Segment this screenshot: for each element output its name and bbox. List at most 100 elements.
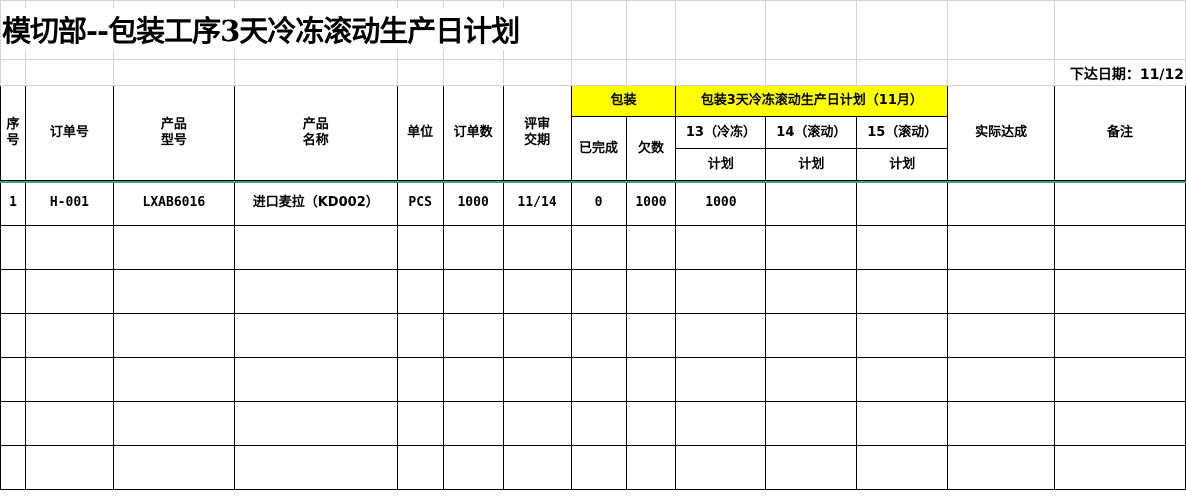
data-cell[interactable] xyxy=(856,313,949,358)
cell[interactable] xyxy=(24,59,114,86)
data-cell[interactable] xyxy=(765,401,858,446)
header-plan[interactable]: 计划 xyxy=(856,148,949,181)
data-cell[interactable] xyxy=(675,269,767,314)
data-cell[interactable]: 进口麦拉（KD002） xyxy=(233,180,398,226)
data-cell[interactable] xyxy=(570,269,627,314)
data-cell[interactable] xyxy=(856,445,949,490)
data-cell[interactable] xyxy=(24,445,114,490)
data-cell[interactable] xyxy=(947,269,1056,314)
cell[interactable] xyxy=(502,59,572,86)
data-cell[interactable] xyxy=(1054,313,1186,358)
data-cell[interactable] xyxy=(1054,357,1186,402)
cell[interactable] xyxy=(112,59,235,86)
data-cell[interactable]: 0 xyxy=(570,180,627,226)
data-cell[interactable] xyxy=(442,401,504,446)
data-cell[interactable] xyxy=(502,225,572,270)
data-cell[interactable] xyxy=(1054,401,1186,446)
data-cell[interactable] xyxy=(856,401,949,446)
data-cell[interactable] xyxy=(765,225,858,270)
data-cell[interactable] xyxy=(0,269,26,314)
data-cell[interactable] xyxy=(1054,225,1186,270)
data-cell[interactable] xyxy=(502,313,572,358)
data-cell[interactable] xyxy=(947,357,1056,402)
data-cell[interactable] xyxy=(442,269,504,314)
data-cell[interactable] xyxy=(570,445,627,490)
data-cell[interactable] xyxy=(396,313,444,358)
data-cell[interactable] xyxy=(0,225,26,270)
header-unit[interactable]: 单位 xyxy=(396,85,444,181)
data-cell[interactable] xyxy=(570,225,627,270)
data-cell[interactable] xyxy=(765,269,858,314)
data-cell[interactable] xyxy=(502,401,572,446)
data-cell[interactable] xyxy=(396,445,444,490)
data-cell[interactable] xyxy=(442,357,504,402)
data-cell[interactable] xyxy=(625,401,677,446)
data-cell[interactable] xyxy=(675,357,767,402)
data-cell[interactable] xyxy=(765,445,858,490)
cell[interactable] xyxy=(570,0,627,60)
data-cell[interactable] xyxy=(442,313,504,358)
data-cell[interactable] xyxy=(0,401,26,446)
header-actual[interactable]: 实际达成 xyxy=(947,85,1056,181)
data-cell[interactable] xyxy=(675,401,767,446)
cell[interactable] xyxy=(570,59,627,86)
header-plan[interactable]: 计划 xyxy=(765,148,858,181)
cell[interactable] xyxy=(0,59,26,86)
data-cell[interactable] xyxy=(396,225,444,270)
cell[interactable] xyxy=(442,59,504,86)
data-cell[interactable] xyxy=(112,269,235,314)
data-cell[interactable] xyxy=(502,357,572,402)
data-cell[interactable] xyxy=(24,401,114,446)
cell[interactable] xyxy=(856,0,949,60)
header-done[interactable]: 已完成 xyxy=(570,116,627,181)
data-cell[interactable] xyxy=(856,269,949,314)
data-cell[interactable] xyxy=(233,269,398,314)
header-qty[interactable]: 订单数 xyxy=(442,85,504,181)
data-cell[interactable] xyxy=(112,357,235,402)
cell[interactable] xyxy=(625,59,677,86)
header-order-no[interactable]: 订单号 xyxy=(24,85,114,181)
header-day15[interactable]: 15（滚动） xyxy=(856,116,949,149)
data-cell[interactable] xyxy=(396,401,444,446)
data-cell[interactable] xyxy=(947,313,1056,358)
header-seq[interactable]: 序 号 xyxy=(0,85,26,181)
data-cell[interactable] xyxy=(396,357,444,402)
header-day14[interactable]: 14（滚动） xyxy=(765,116,858,149)
cell[interactable] xyxy=(765,0,858,60)
data-cell[interactable] xyxy=(502,269,572,314)
data-cell[interactable] xyxy=(947,401,1056,446)
data-cell[interactable] xyxy=(24,225,114,270)
data-cell[interactable] xyxy=(856,357,949,402)
header-day13[interactable]: 13（冷冻） xyxy=(675,116,767,149)
header-plan[interactable]: 计划 xyxy=(675,148,767,181)
header-owed[interactable]: 欠数 xyxy=(625,116,677,181)
data-cell[interactable] xyxy=(765,357,858,402)
data-cell[interactable] xyxy=(625,445,677,490)
data-cell[interactable]: 1 xyxy=(0,180,26,226)
data-cell[interactable] xyxy=(675,445,767,490)
data-cell[interactable] xyxy=(947,445,1056,490)
data-cell[interactable] xyxy=(442,225,504,270)
data-cell[interactable] xyxy=(396,269,444,314)
header-model[interactable]: 产品 型号 xyxy=(112,85,235,181)
header-name[interactable]: 产品 名称 xyxy=(233,85,398,181)
data-cell[interactable] xyxy=(233,357,398,402)
data-cell[interactable] xyxy=(502,445,572,490)
data-cell[interactable] xyxy=(570,313,627,358)
data-cell[interactable] xyxy=(675,313,767,358)
data-cell[interactable] xyxy=(0,445,26,490)
data-cell[interactable] xyxy=(947,180,1056,226)
data-cell[interactable]: H-001 xyxy=(24,180,114,226)
cell[interactable] xyxy=(396,59,444,86)
data-cell[interactable] xyxy=(112,445,235,490)
data-cell[interactable] xyxy=(856,225,949,270)
cell[interactable] xyxy=(233,59,398,86)
data-cell[interactable] xyxy=(765,180,858,226)
header-pack[interactable]: 包装 xyxy=(570,85,677,117)
data-cell[interactable] xyxy=(0,357,26,402)
data-cell[interactable] xyxy=(570,357,627,402)
header-plan-group[interactable]: 包装3天冷冻滚动生产日计划（11月） xyxy=(675,85,949,117)
data-cell[interactable] xyxy=(233,401,398,446)
cell[interactable] xyxy=(675,0,767,60)
data-cell[interactable]: 11/14 xyxy=(502,180,572,226)
